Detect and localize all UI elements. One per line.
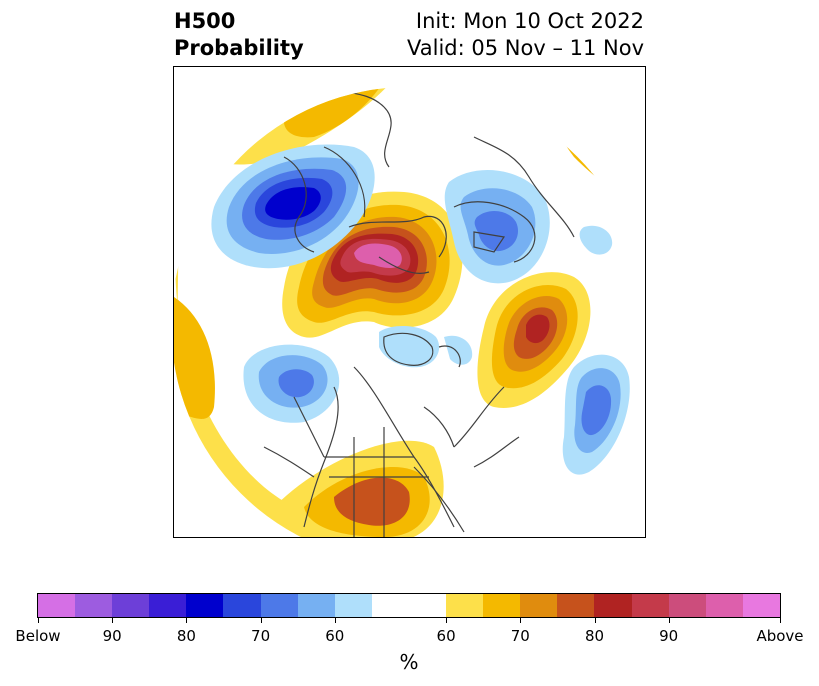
map-canvas xyxy=(174,87,645,537)
colorbar-segment xyxy=(557,594,595,617)
colorbar-tick xyxy=(520,618,522,623)
colorbar-tick-label: Below xyxy=(15,627,61,645)
colorbar-tick-label: 70 xyxy=(251,627,271,645)
colorbar-tick-label: 60 xyxy=(436,627,456,645)
colorbar-tick-label: 90 xyxy=(659,627,679,645)
colorbar-segment xyxy=(520,594,558,617)
colorbar-tick xyxy=(260,618,262,623)
colorbar-segment xyxy=(186,594,224,617)
colorbar-tick-label: 70 xyxy=(510,627,530,645)
colorbar-tick xyxy=(594,618,596,623)
colorbar-segment xyxy=(483,594,521,617)
colorbar-tick xyxy=(668,618,670,623)
colorbar-segment xyxy=(297,594,335,617)
quantity-label: Probability xyxy=(174,36,304,60)
chart-title: H500 Probability xyxy=(174,8,304,62)
colorbar-segment xyxy=(742,594,780,617)
colorbar-tick xyxy=(38,618,39,623)
colorbar-unit: % xyxy=(399,650,419,674)
init-date: Init: Mon 10 Oct 2022 xyxy=(415,9,644,33)
variable-label: H500 xyxy=(174,9,236,33)
colorbar-segment xyxy=(223,594,261,617)
colorbar-tick xyxy=(446,618,448,623)
colorbar-segment xyxy=(112,594,150,617)
valid-range: Valid: 05 Nov – 11 Nov xyxy=(407,36,644,60)
colorbar-segment xyxy=(334,594,372,617)
colorbar-segment xyxy=(75,594,113,617)
colorbar-segment xyxy=(594,594,632,617)
colorbar-tick-label: Above xyxy=(756,627,804,645)
colorbar xyxy=(37,593,781,618)
colorbar-segment xyxy=(668,594,706,617)
colorbar-segment xyxy=(446,594,484,617)
colorbar-tick-label: 80 xyxy=(584,627,605,645)
colorbar-tick xyxy=(334,618,336,623)
colorbar-segment xyxy=(149,594,187,617)
colorbar-tick xyxy=(780,618,781,623)
colorbar-tick-label: 80 xyxy=(176,627,196,645)
colorbar-tick-label: 90 xyxy=(102,627,122,645)
colorbar-segment xyxy=(371,594,447,617)
colorbar-segment xyxy=(705,594,743,617)
colorbar-segment xyxy=(38,594,76,617)
polar-map xyxy=(173,66,646,538)
probability-field xyxy=(174,87,645,537)
date-info: Init: Mon 10 Oct 2022 Valid: 05 Nov – 11… xyxy=(407,8,644,62)
colorbar-tick xyxy=(186,618,188,623)
colorbar-tick xyxy=(112,618,114,623)
colorbar-segment xyxy=(631,594,669,617)
colorbar-segment xyxy=(260,594,298,617)
colorbar-tick-label: 60 xyxy=(325,627,345,645)
